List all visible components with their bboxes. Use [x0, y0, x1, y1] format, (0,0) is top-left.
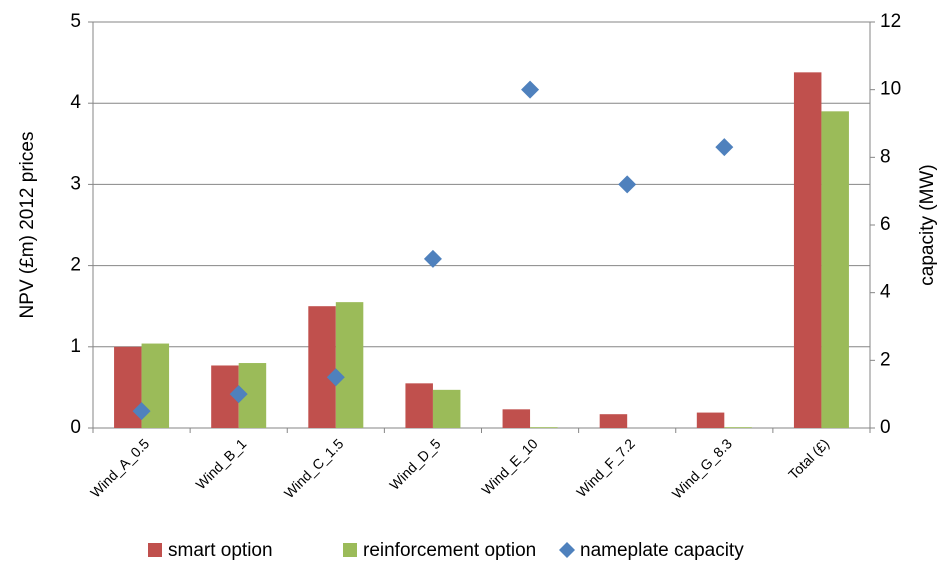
bar: [405, 383, 433, 428]
y2-tick-label: 10: [880, 79, 901, 100]
x-tick-label: Wind_E_10: [478, 435, 541, 498]
y2-tick-label: 0: [880, 417, 891, 438]
x-tick-label: Wind_F_7.2: [573, 435, 638, 500]
bar: [308, 306, 336, 428]
y-tick-label: 3: [70, 173, 81, 194]
y-tick-label: 1: [70, 336, 81, 357]
y-axis-label: NPV (£m) 2012 prices: [17, 132, 38, 319]
x-tick-label: Wind_A_0.5: [87, 435, 152, 500]
legend-label: smart option: [168, 540, 273, 561]
bar: [696, 412, 725, 428]
x-tick-label: Wind_B_1: [192, 435, 249, 492]
y-tick-label: 0: [70, 417, 81, 438]
y-tick-label: 4: [70, 92, 81, 113]
scatter-point: [521, 80, 540, 99]
bar: [530, 427, 558, 428]
legend-label: reinforcement option: [363, 540, 536, 561]
bar: [724, 427, 752, 428]
scatter-point: [229, 385, 248, 404]
bar: [599, 414, 628, 428]
y2-tick-label: 8: [880, 146, 891, 167]
scatter-point: [715, 138, 734, 157]
x-tick-label: Total (£): [785, 435, 832, 482]
scatter-point: [326, 368, 345, 387]
bar: [821, 111, 849, 428]
x-tick-label: Wind_C_1.5: [281, 435, 347, 501]
bar: [793, 72, 822, 429]
scatter-point: [618, 175, 637, 194]
legend-marker: [343, 543, 357, 557]
bar: [432, 389, 461, 428]
y2-tick-label: 2: [880, 349, 891, 370]
legend-label: nameplate capacity: [580, 540, 744, 561]
bar: [502, 409, 531, 428]
legend-marker: [559, 542, 575, 558]
y2-axis-label: capacity (MW): [917, 164, 938, 285]
x-tick-label: Wind_G_8.3: [669, 435, 735, 501]
y-tick-label: 5: [70, 11, 81, 32]
bar: [335, 302, 364, 428]
y2-tick-label: 12: [880, 11, 901, 32]
y2-tick-label: 4: [880, 282, 891, 303]
x-tick-label: Wind_D_5: [386, 435, 444, 493]
y2-tick-label: 6: [880, 214, 891, 235]
scatter-point: [423, 249, 442, 268]
y-tick-label: 2: [70, 255, 81, 276]
legend-marker: [148, 543, 162, 557]
scatter-point: [132, 402, 151, 421]
